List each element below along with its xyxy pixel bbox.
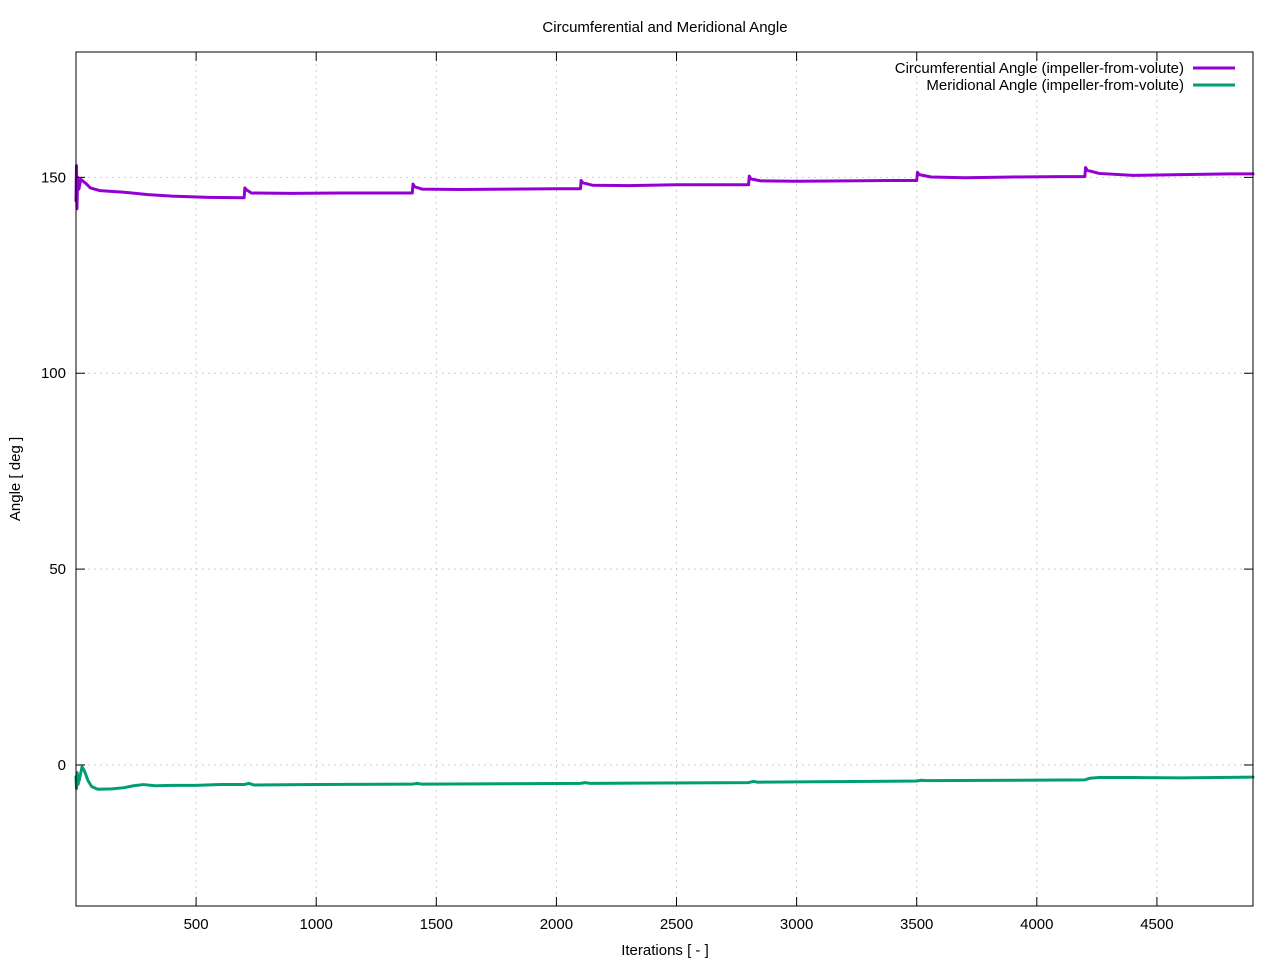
x-tick-label: 4000 <box>1020 916 1053 933</box>
x-tick-label: 1000 <box>300 916 333 933</box>
x-tick-label: 500 <box>184 916 209 933</box>
grid-lines <box>76 52 1253 906</box>
y-tick-label: 100 <box>41 365 66 382</box>
legend-label-1: Circumferential Angle (impeller-from-vol… <box>895 60 1184 77</box>
chart-title: Circumferential and Meridional Angle <box>542 19 787 36</box>
y-axis-label: Angle [ deg ] <box>7 437 24 521</box>
x-tick-label: 3000 <box>780 916 813 933</box>
y-tick-label: 50 <box>49 561 66 578</box>
axis-ticks: 500 1000 1500 2000 2500 3000 3500 4000 4500 0 50 10… <box>41 52 1253 933</box>
y-tick-label: 150 <box>41 169 66 186</box>
x-tick-label: 2000 <box>540 916 573 933</box>
x-axis-label: Iterations [ - ] <box>621 942 709 959</box>
series-line-2 <box>74 765 1255 791</box>
x-tick-label: 1500 <box>420 916 453 933</box>
plot-frame <box>75 51 1254 907</box>
x-tick-label: 4500 <box>1140 916 1173 933</box>
series-line-1 <box>74 164 1255 211</box>
series-group <box>74 164 1255 791</box>
x-tick-label: 2500 <box>660 916 693 933</box>
y-tick-label: 0 <box>58 757 66 774</box>
legend: Circumferential Angle (impeller-from-vol… <box>895 60 1235 94</box>
legend-label-2: Meridional Angle (impeller-from-volute) <box>926 77 1184 94</box>
x-tick-label: 3500 <box>900 916 933 933</box>
